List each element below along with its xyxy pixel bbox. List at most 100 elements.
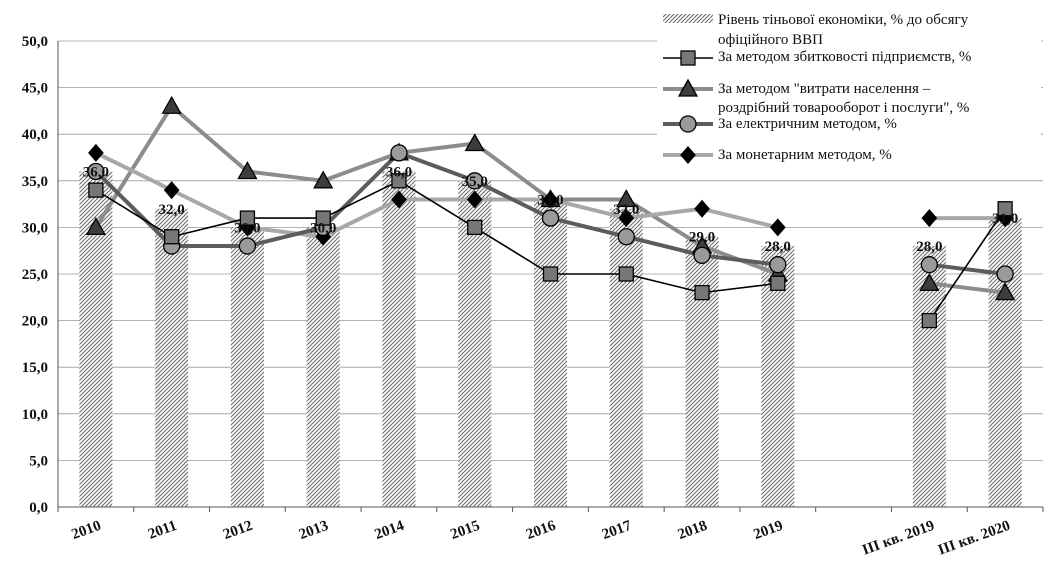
x-tick-label: 2016 [524,518,558,543]
y-tick-label: 45,0 [22,81,48,97]
triangle-marker [161,95,182,114]
diamond-marker [163,181,180,200]
diamond-marker [618,209,635,228]
x-tick-label: 2010 [70,518,104,543]
square-marker [618,266,634,282]
bar-data-label: 29,0 [689,230,715,246]
legend-series-label: За методом збитковості підприємств, % [718,49,971,65]
bar-data-label: 30,0 [234,220,260,236]
x-tick-label: III кв. 2019 [860,518,936,559]
legend-series-label: За методом "витрати населення – [718,81,931,97]
y-tick-label: 25,0 [22,267,48,283]
triangle-marker [995,282,1016,301]
triangle-marker [85,217,106,236]
legend-series-label: За електричним методом, % [718,116,897,132]
legend-bar-label: Рівень тіньової економіки, % до обсягу [718,12,969,28]
y-tick-label: 40,0 [22,127,48,143]
data-labels: 36,0 32,0 30,0 30,0 36,0 35,0 33,0 32,0 29,0 28,0… [83,164,1018,255]
bar [988,218,1022,507]
triangle-marker [237,161,258,180]
legend-bar-label: офіційного ВВП [718,32,823,48]
square-marker [315,210,331,226]
circle-marker [541,209,560,227]
square-marker [467,219,483,236]
bar-data-label: 32,0 [159,202,185,218]
bar [609,208,643,507]
square-marker [921,312,937,329]
diamond-marker [769,218,786,237]
bar [458,180,492,508]
x-tick-label: III кв. 2020 [936,518,1012,559]
triangle-marker [464,133,485,152]
x-tick-label: 2013 [297,518,331,543]
diamond-marker [466,190,483,209]
circle-marker [466,172,484,190]
bar [306,227,340,507]
bar [155,208,189,507]
x-tick-label: 2018 [676,518,710,543]
square-marker [88,182,104,198]
bar-data-label: 28,0 [916,239,942,255]
square-marker [680,50,696,66]
bar-data-label: 36,0 [83,164,109,180]
square-marker [770,275,786,291]
circle-marker [996,265,1014,283]
circle-marker [920,256,938,274]
bar [685,236,719,507]
series-line [94,150,779,267]
square-marker [997,201,1013,217]
diamond-marker [542,190,559,209]
series-line [95,151,779,239]
series-line [94,104,779,276]
circle-marker [693,246,711,265]
legend-bar-swatch [663,14,713,23]
legend-series-label: роздрібний товарооборот і послуги", % [718,100,969,116]
circle-marker [238,237,257,255]
square-marker [694,284,710,301]
series-line [95,180,778,294]
y-tick-label: 0,0 [29,500,48,516]
bar-data-label: 30,0 [310,220,336,236]
diamond-marker [391,190,407,209]
diamond-marker [88,143,104,162]
series-lines [85,95,1016,329]
y-tick-label: 30,0 [22,220,48,236]
x-tick-label: 2011 [146,518,179,543]
x-tick-label: 2019 [752,518,786,543]
circle-marker [769,256,787,274]
x-tick-label: 2015 [448,518,482,543]
circle-marker [679,115,697,133]
y-tick-label: 15,0 [22,360,48,376]
square-marker [391,173,407,189]
circle-marker [617,228,635,246]
y-tick-label: 5,0 [29,453,48,469]
bar-data-label: 33,0 [537,192,563,208]
square-marker [164,229,180,245]
bar-data-label: 36,0 [386,164,412,180]
x-tick-label: 2014 [373,518,407,543]
bar [534,199,567,507]
legend: Рівень тіньової економіки, % до обсягу оф… [657,2,1041,170]
bar-data-label: 31,0 [992,211,1018,227]
y-tick-label: 20,0 [22,314,48,330]
square-marker [542,266,559,282]
series-line [929,262,1006,276]
legend-series-label: За монетарним методом, % [718,147,892,163]
diamond-marker [921,209,938,228]
bar-data-label: 32,0 [613,202,639,218]
triangle-marker [313,170,334,189]
bar [382,171,416,508]
diamond-marker [680,146,696,164]
circle-marker [87,162,105,181]
y-tick-label: 50,0 [22,34,48,50]
y-tick-label: 10,0 [22,407,48,423]
diamond-marker [694,199,710,218]
triangle-marker [919,272,940,291]
bar [230,227,264,507]
y-tick-label: 35,0 [22,174,48,190]
bar-data-label: 35,0 [462,174,488,190]
bar-data-label: 28,0 [765,239,791,255]
legend-background [657,2,1041,170]
x-tick-label: 2012 [221,518,255,543]
